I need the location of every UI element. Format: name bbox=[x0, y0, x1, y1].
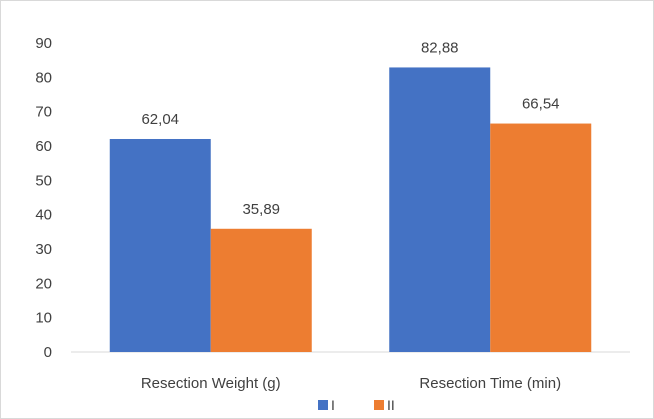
y-tick-label: 60 bbox=[35, 138, 52, 155]
bar-I-2 bbox=[389, 67, 491, 352]
x-tick-label: Resection Time (min) bbox=[419, 375, 561, 392]
bar-II-2 bbox=[490, 123, 592, 353]
y-tick-label: 80 bbox=[35, 69, 52, 86]
data-labels: 62,04 35,89 82,88 66,54 bbox=[141, 39, 559, 217]
y-tick-label: 40 bbox=[35, 207, 52, 224]
legend-label: I bbox=[331, 397, 335, 413]
y-tick-label: 10 bbox=[35, 310, 52, 327]
y-tick-label: 90 bbox=[35, 35, 52, 52]
y-tick-label: 70 bbox=[35, 104, 52, 121]
y-tick-label: 0 bbox=[44, 344, 52, 361]
data-label: 82,88 bbox=[421, 39, 459, 56]
x-tick-label: Resection Weight (g) bbox=[141, 375, 281, 392]
data-label: 66,54 bbox=[522, 96, 560, 113]
y-tick-label: 30 bbox=[35, 241, 52, 258]
x-axis-ticks: Resection Weight (g) Resection Time (min) bbox=[141, 375, 561, 392]
y-tick-label: 50 bbox=[35, 172, 52, 189]
bar-I-1 bbox=[109, 138, 211, 352]
bars bbox=[109, 67, 592, 353]
legend-swatch bbox=[374, 400, 384, 410]
data-label: 35,89 bbox=[242, 201, 280, 218]
y-axis-ticks: 0 10 20 30 40 50 60 70 80 90 bbox=[35, 35, 52, 361]
y-tick-label: 20 bbox=[35, 275, 52, 292]
legend-swatch bbox=[318, 400, 328, 410]
bar-II-1 bbox=[210, 228, 312, 352]
legend-label: II bbox=[387, 397, 395, 413]
legend: I II bbox=[318, 397, 395, 413]
data-label: 62,04 bbox=[141, 111, 179, 128]
